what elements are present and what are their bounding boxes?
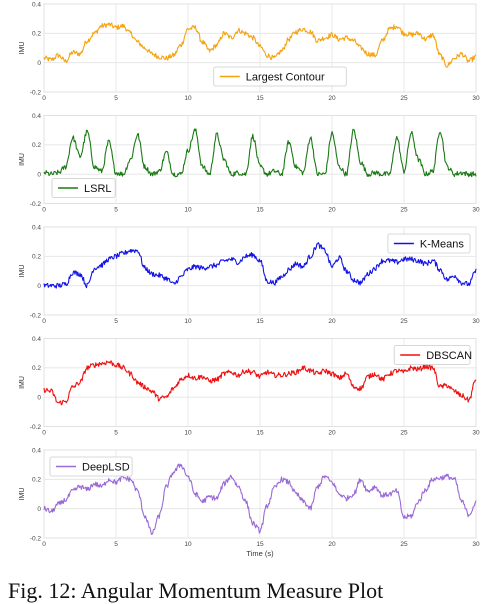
y-tick-label: 0	[37, 283, 41, 290]
x-tick-label: 30	[472, 318, 480, 325]
x-tick-label: 15	[256, 95, 264, 102]
x-tick-label: 15	[256, 207, 264, 214]
legend: Largest Contour	[213, 66, 347, 87]
y-tick-label: -0.2	[30, 201, 42, 208]
series-line	[43, 360, 477, 406]
legend-box	[51, 178, 116, 198]
y-tick-label: 0.2	[32, 365, 41, 372]
x-tick-label: 20	[328, 430, 336, 437]
y-tick-label: 0.4	[32, 336, 41, 343]
y-tick-label: 0.2	[32, 31, 41, 38]
y-tick-label: 0.2	[32, 254, 41, 261]
legend-label: DBSCAN	[426, 350, 472, 362]
x-tick-label: 20	[328, 541, 336, 548]
y-tick-label: 0.4	[32, 1, 41, 8]
series-line	[43, 128, 477, 178]
x-tick-label: 25	[400, 207, 408, 214]
x-tick-label: 15	[256, 541, 264, 548]
x-tick-label: 5	[114, 541, 118, 548]
legend: LSRL	[51, 178, 116, 198]
y-tick-label: 0.4	[32, 224, 41, 231]
legend-box	[387, 233, 471, 254]
y-tick-label: 0.2	[32, 477, 41, 484]
x-tick-label: 25	[400, 541, 408, 548]
y-tick-label: 0	[37, 60, 41, 67]
legend-box	[49, 456, 133, 477]
legend-box	[213, 66, 347, 87]
x-tick-label: 30	[472, 541, 480, 548]
y-axis-label: IMU	[19, 265, 26, 278]
x-tick-label: 15	[256, 430, 264, 437]
x-tick-label: 25	[400, 95, 408, 102]
legend: K-Means	[387, 233, 471, 254]
x-tick-label: 0	[42, 95, 46, 102]
series-line	[43, 22, 477, 68]
y-axis-label: IMU	[19, 153, 26, 166]
y-tick-label: -0.2	[30, 312, 42, 319]
series-line	[43, 463, 477, 535]
legend-label: Largest Contour	[246, 72, 325, 84]
x-tick-label: 30	[472, 95, 480, 102]
legend-box	[393, 345, 471, 365]
x-tick-label: 10	[184, 541, 192, 548]
y-tick-label: -0.2	[30, 535, 42, 542]
y-axis-label: IMU	[19, 376, 26, 389]
x-tick-label: 25	[400, 318, 408, 325]
y-tick-label: 0	[37, 506, 41, 513]
x-tick-label: 20	[328, 95, 336, 102]
x-tick-label: 20	[328, 207, 336, 214]
y-tick-label: 0	[37, 171, 41, 178]
legend-label: LSRL	[84, 183, 112, 195]
x-tick-label: 10	[184, 207, 192, 214]
x-tick-label: 5	[114, 95, 118, 102]
x-tick-label: 30	[472, 430, 480, 437]
legend-label: DeepLSD	[82, 462, 130, 474]
x-tick-label: 5	[114, 430, 118, 437]
y-axis-label: IMU	[19, 488, 26, 501]
y-tick-label: 0	[37, 394, 41, 401]
y-tick-label: 0.4	[32, 113, 41, 120]
x-tick-label: 20	[328, 318, 336, 325]
x-tick-label: 25	[400, 430, 408, 437]
x-tick-label: 10	[184, 318, 192, 325]
x-tick-label: 15	[256, 318, 264, 325]
y-tick-label: 0.4	[32, 447, 41, 454]
x-tick-label: 0	[42, 207, 46, 214]
x-tick-label: 0	[42, 318, 46, 325]
x-tick-label: 10	[184, 95, 192, 102]
x-tick-label: 5	[114, 207, 118, 214]
y-axis-label: IMU	[19, 42, 26, 55]
legend-label: K-Means	[420, 239, 465, 251]
legend: DBSCAN	[393, 345, 472, 365]
x-tick-label: 10	[184, 430, 192, 437]
y-tick-label: -0.2	[30, 424, 42, 431]
y-tick-label: 0.2	[32, 142, 41, 149]
x-axis-label: Time (s)	[246, 549, 274, 558]
y-tick-label: -0.2	[30, 89, 42, 96]
x-tick-label: 5	[114, 318, 118, 325]
x-tick-label: 0	[42, 541, 46, 548]
x-tick-label: 30	[472, 207, 480, 214]
x-tick-label: 0	[42, 430, 46, 437]
figure-caption: Fig. 12: Angular Momentum Measure Plot	[8, 578, 384, 603]
legend: DeepLSD	[49, 456, 133, 477]
series-line	[43, 242, 477, 289]
